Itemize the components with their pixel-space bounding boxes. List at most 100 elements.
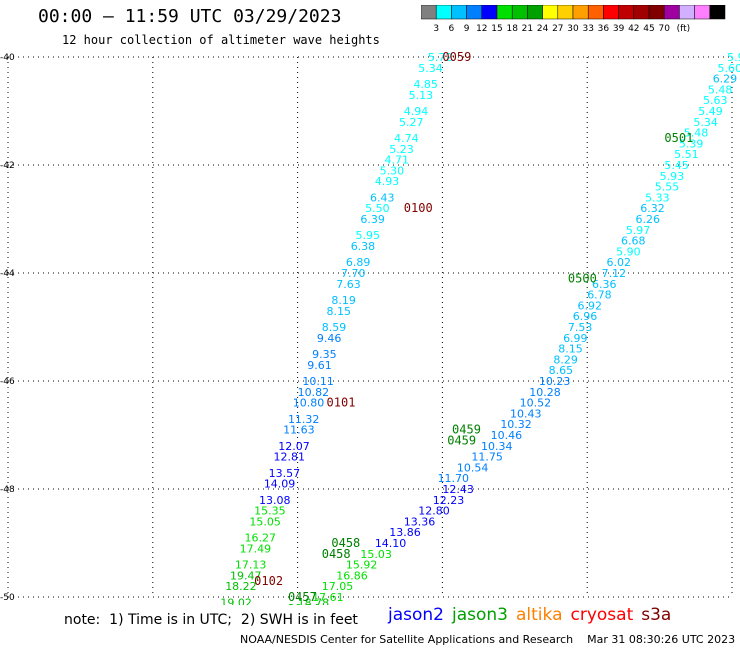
- wave-height-value: 12.07: [278, 440, 310, 453]
- wave-height-value: 5.27: [399, 116, 424, 129]
- wave-height-value: 5.55: [655, 181, 680, 194]
- wave-height-value: 17.61: [312, 591, 344, 604]
- wave-height-value: 4.85: [413, 78, 438, 91]
- wave-height-value: 9.46: [317, 332, 342, 345]
- color-scale-label: 18: [506, 24, 518, 34]
- wave-height-value: 13.36: [404, 515, 436, 528]
- wave-height-value: 14.10: [375, 537, 407, 550]
- wave-height-value: 6.38: [351, 240, 376, 253]
- wave-height-value: 13.08: [259, 494, 291, 507]
- wave-height-value: 19.02: [220, 596, 252, 605]
- page-title: 00:00 – 11:59 UTC 03/29/2023: [38, 6, 342, 27]
- wave-height-value: 10.80: [293, 397, 325, 410]
- wave-height-value: 12.80: [418, 505, 450, 518]
- wave-height-value: 6.39: [360, 213, 385, 226]
- wave-height-value: 5.45: [664, 159, 689, 172]
- wave-height-value: 8.15: [558, 343, 583, 356]
- wave-height-value: 5.33: [645, 191, 670, 204]
- wave-height-value: 9.35: [312, 348, 337, 361]
- wave-height-value: 8.15: [327, 305, 352, 318]
- color-scale-label: 21: [522, 24, 533, 34]
- color-scale-label: 12: [476, 24, 487, 34]
- wave-height-value: 8.29: [553, 353, 578, 366]
- wave-height-value: 12.81: [273, 451, 305, 464]
- wave-height-value: 6.89: [346, 256, 371, 269]
- wave-height-value: 4.93: [375, 175, 400, 188]
- wave-height-value: 6.92: [578, 299, 603, 312]
- pass-time-label: 0100: [404, 201, 433, 215]
- satellite-legend: jason2 jason3 altika cryosat s3a: [388, 605, 679, 625]
- wave-height-value: 12.43: [442, 483, 474, 496]
- pass-time-label: 0059: [442, 50, 471, 64]
- satellite-legend-item: cryosat: [570, 605, 634, 625]
- wave-height-value: 5.93: [660, 170, 685, 183]
- wave-height-value: 6.96: [573, 310, 598, 323]
- wave-height-value: 7.53: [568, 321, 593, 334]
- wave-height-value: 10.34: [481, 440, 512, 453]
- wave-height-value: 6.99: [563, 332, 588, 345]
- footer-note: note: 1) Time is in UTC; 2) SWH is in fe…: [64, 612, 358, 628]
- color-scale-label: 6: [449, 24, 455, 34]
- wave-height-value: 13.86: [389, 526, 421, 539]
- satellite-legend-item: altika: [516, 605, 563, 625]
- wave-height-value: 5.39: [679, 137, 704, 150]
- wave-height-value: 15.92: [346, 559, 378, 572]
- wave-height-value: 10.82: [298, 386, 330, 399]
- satellite-legend-item: jason2: [388, 605, 444, 625]
- wave-height-value: 19.47: [230, 569, 262, 582]
- wave-height-value: 16.27: [245, 532, 276, 545]
- wave-height-value: 6.32: [640, 202, 665, 215]
- wave-height-value: 10.32: [500, 418, 532, 431]
- color-scale-label: 42: [628, 24, 639, 34]
- wave-height-value: 5.49: [698, 105, 723, 118]
- wave-height-value: 20.24: [288, 602, 320, 605]
- y-tick-label: -40: [0, 53, 15, 63]
- y-tick-label: -50: [0, 593, 15, 603]
- pass-time-label: 0458: [322, 547, 351, 561]
- pass-time-label: 0457: [288, 590, 317, 604]
- wave-height-value: 16.86: [336, 569, 368, 582]
- pass-time-label: 0458: [331, 536, 360, 550]
- wave-height-value: 7.12: [602, 267, 627, 280]
- wave-height-value: 17.13: [235, 559, 267, 572]
- color-scale-label: 3: [433, 24, 439, 34]
- color-scale-label: (ft): [677, 24, 691, 34]
- wave-height-value: 5.48: [684, 127, 709, 140]
- y-tick-label: -46: [0, 377, 15, 387]
- wave-height-value: 5.51: [674, 148, 699, 161]
- wave-height-value: 6.36: [592, 278, 617, 291]
- satellite-legend-item: jason3: [452, 605, 508, 625]
- wave-height-value: 5.34: [418, 62, 443, 75]
- wave-height-value: 6.29: [713, 73, 738, 86]
- wave-height-value: 5.90: [616, 245, 641, 258]
- wave-height-value: 11.75: [471, 451, 503, 464]
- wave-height-value: 5.72: [428, 51, 453, 64]
- color-scale-label: 27: [552, 24, 563, 34]
- wave-height-value: 10.54: [457, 461, 489, 474]
- credit-line: NOAA/NESDIS Center for Satellite Applica…: [240, 633, 736, 646]
- wave-height-value: 4.71: [384, 154, 409, 167]
- wave-height-value: 13.57: [269, 467, 301, 480]
- wave-height-value: 8.65: [549, 364, 574, 377]
- wave-height-value: 5.48: [708, 83, 733, 96]
- color-scale-label: 30: [567, 24, 579, 34]
- wave-height-value: 11.70: [438, 472, 470, 485]
- wave-height-value: 10.11: [302, 375, 334, 388]
- wave-height-value: 15.03: [360, 548, 392, 561]
- wave-height-value: 17.05: [322, 580, 354, 593]
- pass-time-label: 0101: [327, 396, 356, 410]
- wave-height-value: 10.52: [520, 397, 552, 410]
- wave-height-value: 5.23: [389, 143, 414, 156]
- pass-time-label: 0459: [447, 433, 476, 447]
- wave-height-value: 6.78: [587, 289, 612, 302]
- wave-height-value: 17.49: [240, 542, 272, 555]
- color-scale-label: 39: [613, 24, 625, 34]
- wave-height-value: 6.68: [621, 235, 646, 248]
- wave-height-value: 6.43: [370, 191, 395, 204]
- wave-height-value: 10.23: [539, 375, 571, 388]
- wave-height-value: 4.94: [404, 105, 429, 118]
- pass-time-label: 0501: [664, 131, 693, 145]
- wave-height-chart: 120123126129132135-40-42-44-46-48-505.72…: [0, 50, 740, 605]
- wave-height-value: 8.59: [322, 321, 347, 334]
- y-tick-label: -44: [0, 269, 15, 279]
